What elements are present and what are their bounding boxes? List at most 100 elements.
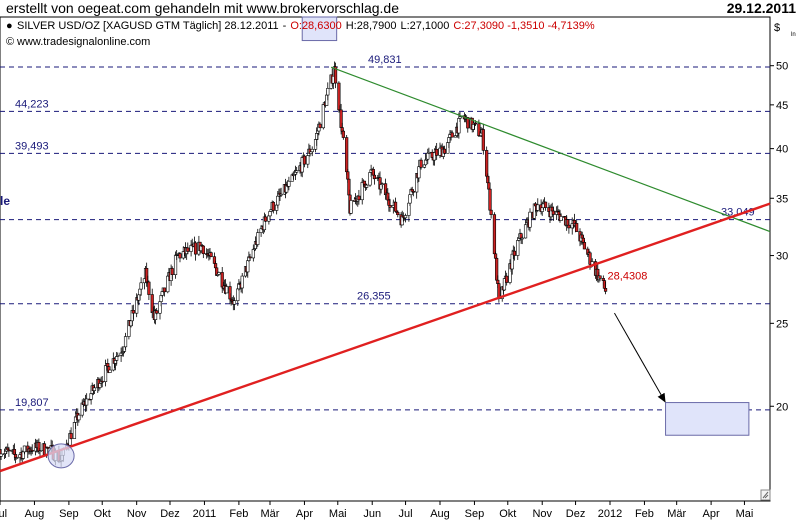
- candle: [209, 251, 213, 258]
- candle-body: [372, 174, 377, 179]
- x-tick-label: Feb: [229, 508, 248, 520]
- candle: [240, 272, 244, 294]
- candle: [310, 146, 314, 157]
- candle-body: [209, 252, 213, 257]
- chart-date: 29.12.2011: [726, 0, 796, 16]
- resize-grip-icon: [762, 491, 769, 499]
- candle-body: [575, 223, 579, 232]
- candle: [575, 220, 579, 232]
- candle-body: [186, 247, 190, 252]
- candle: [345, 134, 349, 175]
- target-box: [665, 402, 750, 436]
- candle-body: [69, 433, 73, 439]
- x-tick-label: Apr: [296, 508, 313, 520]
- candle: [131, 304, 135, 320]
- candle-body: [512, 250, 517, 256]
- candle: [186, 242, 190, 255]
- candle-body: [603, 288, 608, 292]
- candle-body: [551, 210, 555, 215]
- candle-body: [92, 387, 97, 391]
- candle: [201, 245, 205, 259]
- candle: [357, 189, 361, 205]
- candle-body: [139, 282, 143, 290]
- candle-body: [147, 281, 151, 295]
- candle-body: [295, 170, 299, 173]
- y-tick-label: 35: [776, 193, 788, 205]
- candle-body: [287, 180, 291, 187]
- candle: [279, 187, 283, 197]
- candle-body: [22, 445, 27, 453]
- candle-body: [528, 211, 532, 228]
- open-value: O:28,6300: [290, 20, 341, 32]
- candle-body: [520, 237, 524, 240]
- candle-body: [396, 212, 400, 216]
- candle-body: [46, 447, 50, 449]
- candle: [46, 446, 50, 455]
- candle-body: [123, 336, 128, 348]
- candle-body: [345, 137, 349, 173]
- level-label: 44,223: [15, 98, 49, 110]
- candle: [92, 384, 97, 395]
- candle-body: [170, 268, 174, 276]
- plot-frame: [0, 16, 771, 502]
- candle: [489, 209, 493, 219]
- y-tick-label: 30: [776, 251, 788, 263]
- highlight-circle: [47, 443, 75, 469]
- candle: [435, 143, 439, 160]
- candle-body: [193, 242, 198, 255]
- candle: [427, 147, 431, 155]
- candle: [22, 445, 27, 455]
- candle-body: [450, 132, 454, 138]
- candle-body: [496, 279, 500, 284]
- candle-body: [598, 275, 602, 279]
- candle: [341, 130, 345, 140]
- x-tick-label: Dez: [566, 508, 586, 520]
- candle-body: [225, 286, 229, 294]
- x-tick-label: Nov: [532, 508, 552, 520]
- candle: [170, 266, 174, 280]
- candle: [458, 112, 462, 123]
- x-tick-label: Apr: [703, 508, 720, 520]
- candle-body: [246, 260, 250, 273]
- instrument-label: SILVER USD/OZ [XAGUSD GTM Täglich] 28.12…: [17, 20, 279, 32]
- x-tick-label: 2012: [598, 508, 622, 520]
- info-bullet: ●: [6, 20, 13, 32]
- candle-body: [248, 256, 252, 259]
- candle: [155, 308, 159, 315]
- candle: [0, 449, 3, 460]
- x-tick-label: Dez: [160, 508, 180, 520]
- x-tick-label: Sep: [465, 508, 485, 520]
- candle-body: [108, 369, 112, 373]
- candle: [85, 393, 89, 412]
- candle: [419, 157, 423, 170]
- candle-body: [388, 205, 392, 208]
- candle-body: [466, 117, 470, 129]
- candle: [326, 82, 330, 101]
- resistance-trendline: [330, 66, 771, 233]
- candle-body: [403, 215, 408, 219]
- candle-body: [536, 204, 540, 211]
- candle-body: [276, 195, 280, 206]
- candle: [318, 122, 322, 129]
- candle-body: [0, 453, 3, 457]
- candle-body: [213, 263, 218, 269]
- candle: [108, 369, 112, 373]
- candle-body: [349, 200, 353, 214]
- x-tick-label: Jul: [399, 508, 413, 520]
- candle: [7, 446, 11, 457]
- x-tick-label: Aug: [25, 508, 45, 520]
- candle: [306, 155, 310, 169]
- candle: [450, 130, 454, 138]
- candle: [492, 212, 497, 258]
- candle-body: [523, 224, 528, 239]
- candle-body: [393, 201, 398, 212]
- candle: [287, 176, 291, 191]
- currency-label: $: [774, 22, 780, 34]
- candle: [551, 206, 555, 221]
- candle-body: [341, 130, 345, 138]
- candle-body: [178, 253, 182, 259]
- level-label: 19,807: [15, 397, 49, 409]
- candle-body: [271, 201, 275, 211]
- candle-body: [240, 275, 244, 289]
